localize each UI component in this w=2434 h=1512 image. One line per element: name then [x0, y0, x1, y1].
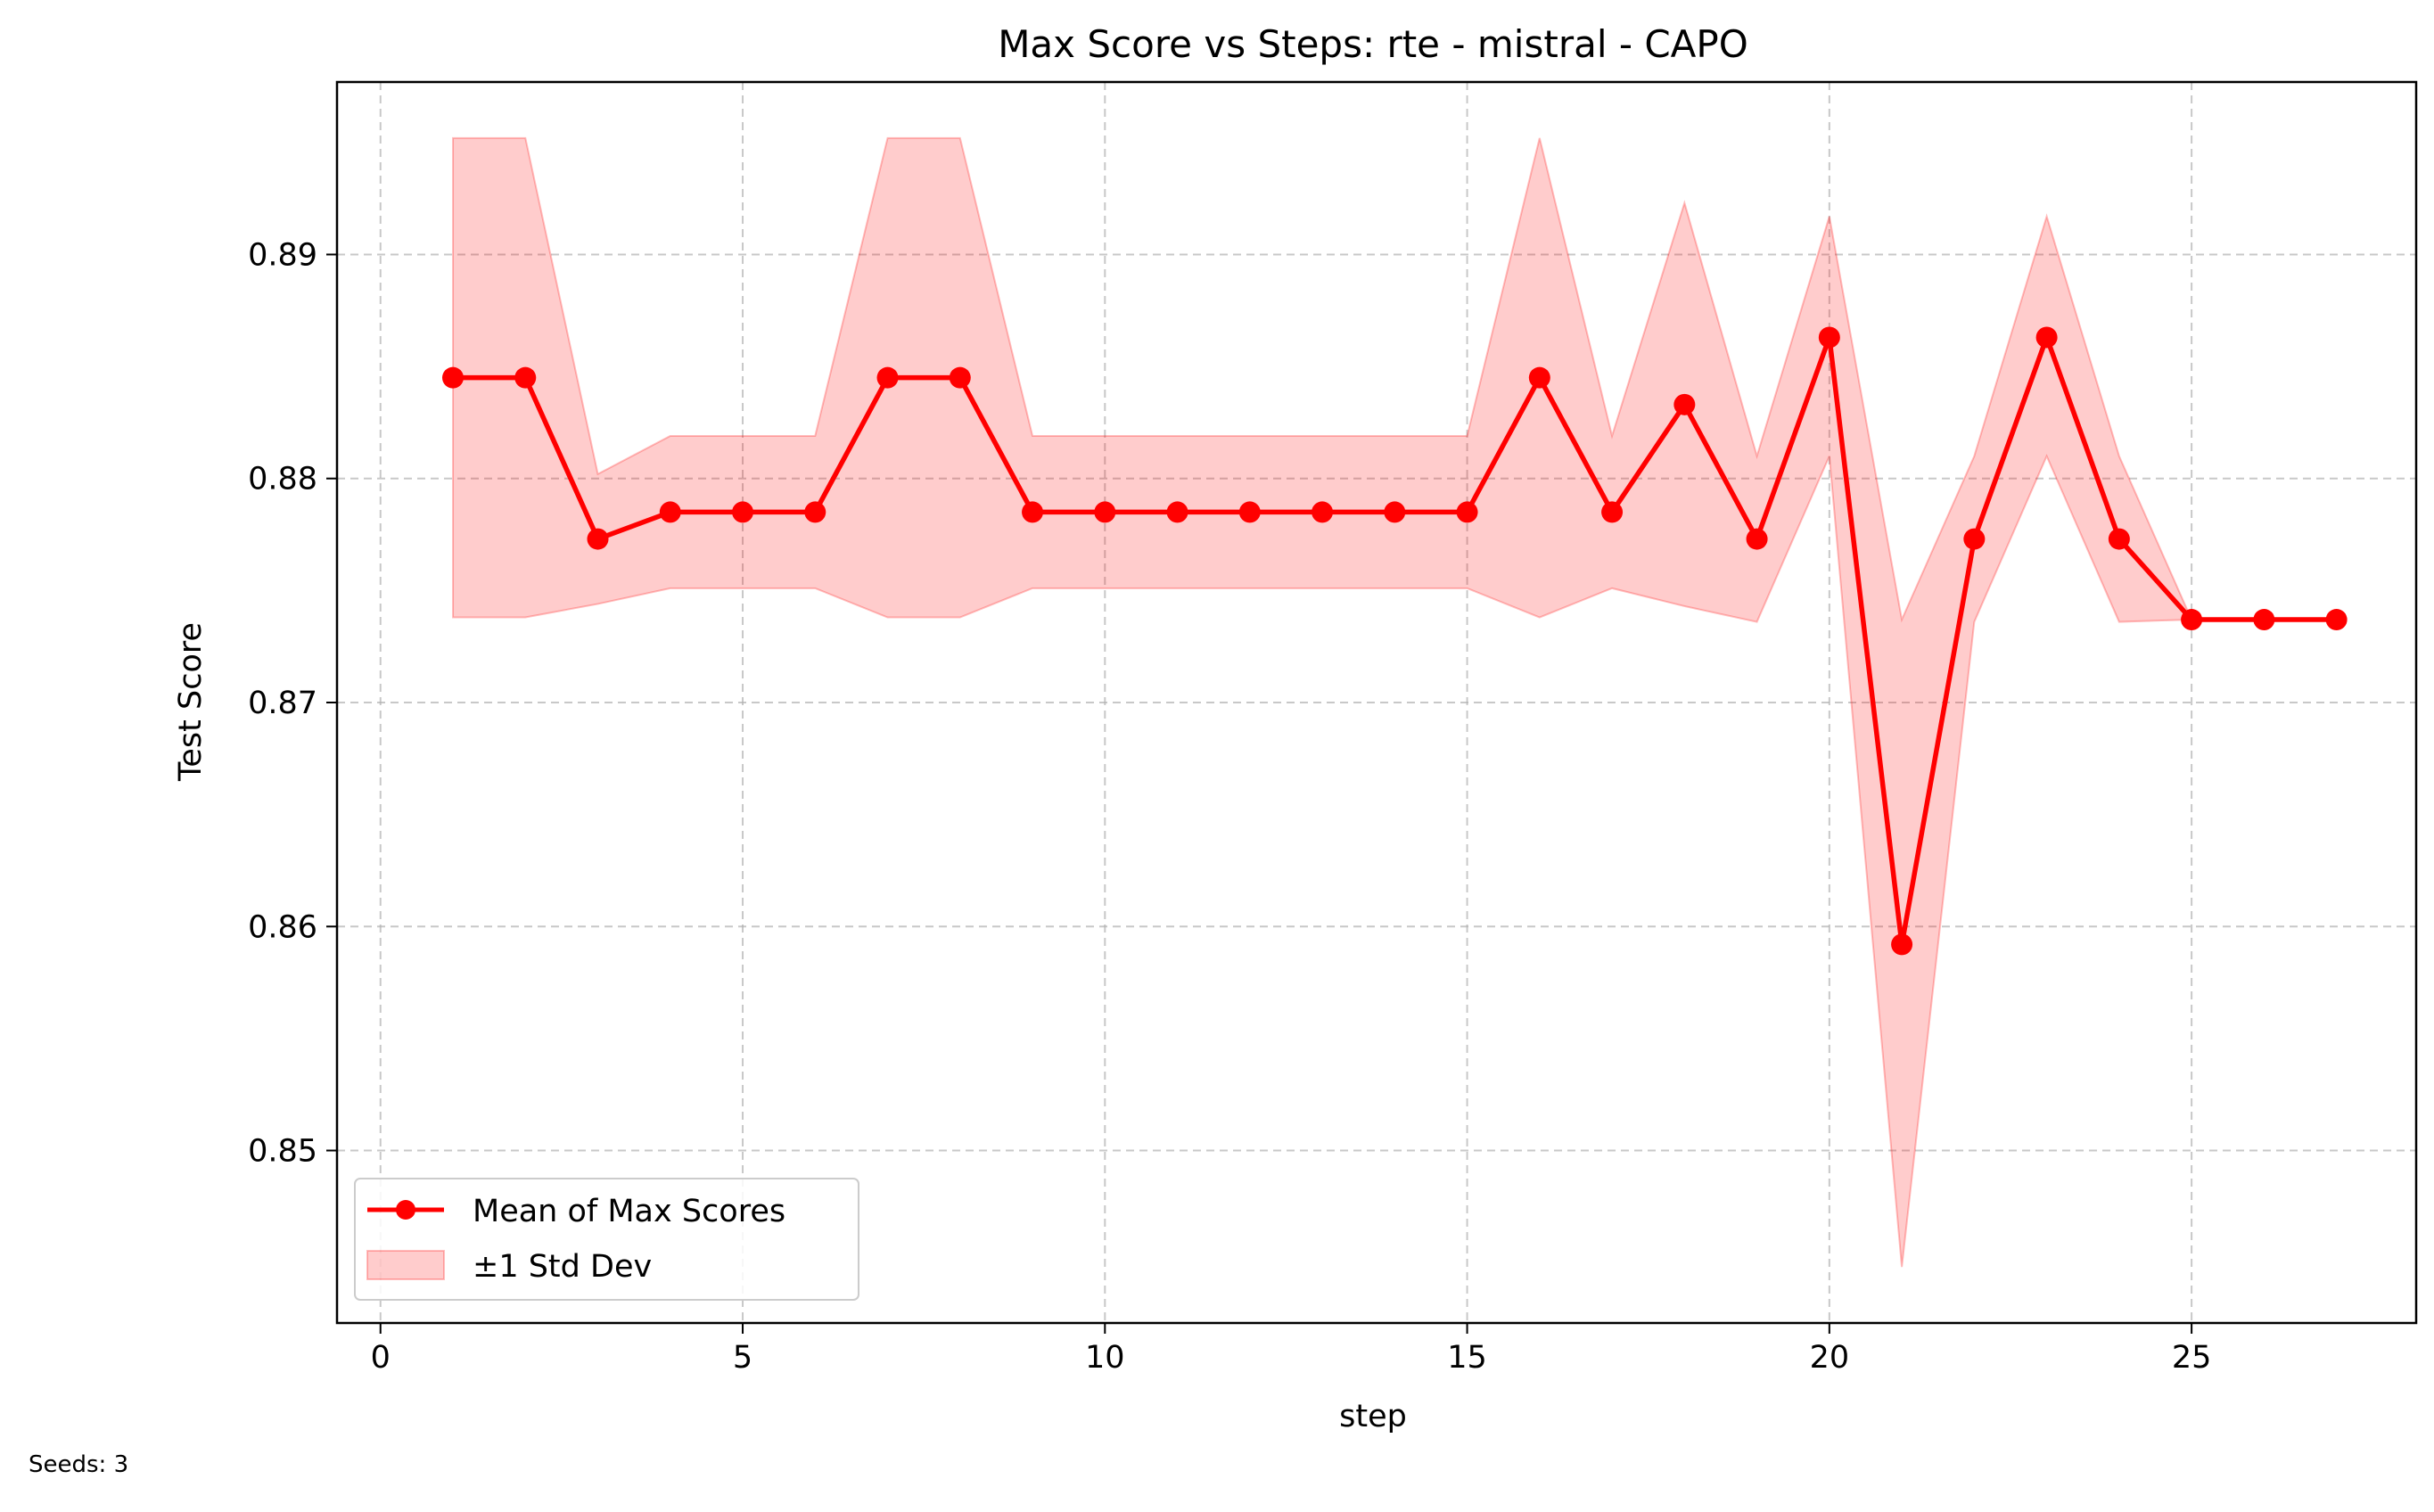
data-point	[949, 366, 971, 389]
data-point	[2108, 528, 2130, 550]
data-point	[1746, 528, 1768, 550]
x-axis-label: step	[1339, 1399, 1407, 1434]
y-tick-label: 0.86	[248, 909, 317, 945]
y-tick-label: 0.87	[248, 686, 317, 721]
data-point	[2181, 609, 2203, 631]
grid	[337, 82, 2416, 1323]
x-axis-ticks: 0 5 10 15 20 25	[371, 1323, 2212, 1376]
data-point	[1891, 933, 1913, 956]
legend-label-std: ±1 Std Dev	[473, 1249, 652, 1285]
legend-band-swatch	[366, 1250, 445, 1280]
y-tick-label: 0.88	[248, 462, 317, 497]
data-point	[732, 501, 754, 523]
data-point	[1673, 393, 1696, 415]
legend-label-mean: Mean of Max Scores	[473, 1194, 785, 1229]
y-tick-label: 0.89	[248, 237, 317, 273]
data-point	[1456, 501, 1478, 523]
data-point	[804, 501, 826, 523]
data-point	[1238, 501, 1261, 523]
data-point	[1166, 501, 1188, 523]
data-point	[2035, 326, 2058, 349]
x-tick-label: 5	[733, 1340, 752, 1376]
legend-marker-swatch	[396, 1200, 415, 1220]
chart-title: Max Score vs Steps: rte - mistral - CAPO	[998, 22, 1748, 66]
legend-box	[354, 1178, 859, 1301]
y-tick-label: 0.85	[248, 1134, 317, 1170]
data-point	[442, 366, 465, 389]
x-tick-label: 25	[2172, 1340, 2212, 1376]
x-tick-label: 10	[1085, 1340, 1125, 1376]
seeds-note: Seeds: 3	[29, 1451, 129, 1478]
data-point	[1601, 501, 1624, 523]
data-point	[2325, 609, 2348, 631]
x-tick-label: 0	[371, 1340, 391, 1376]
data-point	[1094, 501, 1116, 523]
y-axis-label: Test Score	[173, 622, 209, 782]
data-point	[2253, 609, 2275, 631]
data-point	[1963, 528, 1986, 550]
data-point	[1528, 366, 1550, 389]
data-point	[876, 366, 899, 389]
data-point	[1022, 501, 1044, 523]
data-point	[587, 528, 609, 550]
data-point	[514, 366, 537, 389]
legend: Mean of Max Scores ±1 Std Dev	[354, 1178, 859, 1301]
data-point	[1384, 501, 1406, 523]
y-axis-ticks: 0.85 0.86 0.87 0.88 0.89	[248, 237, 337, 1170]
data-point	[659, 501, 681, 523]
x-tick-label: 20	[1810, 1340, 1850, 1376]
data-point	[1818, 326, 1840, 349]
x-tick-label: 15	[1447, 1340, 1487, 1376]
data-point	[1312, 501, 1334, 523]
series-markers	[442, 326, 2348, 956]
